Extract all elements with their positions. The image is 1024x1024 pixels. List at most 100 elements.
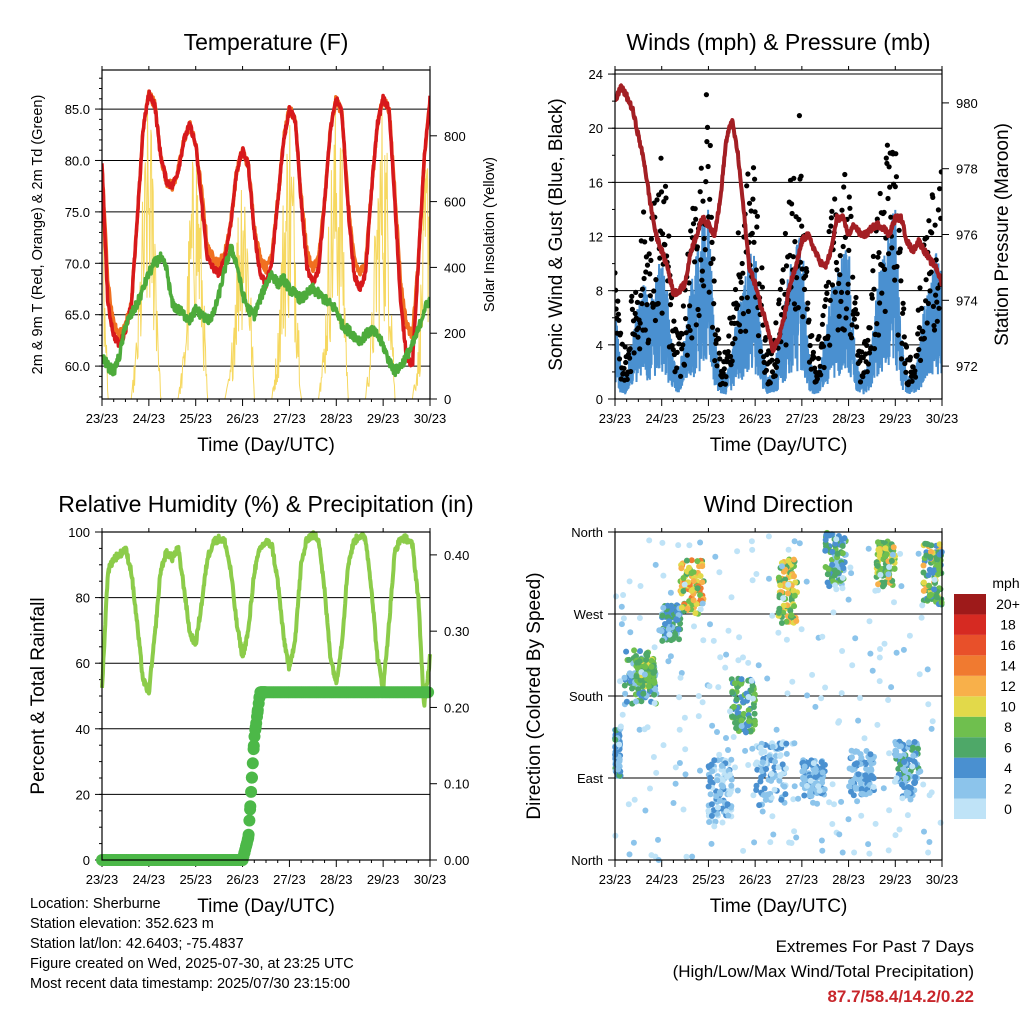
direction-point bbox=[816, 787, 823, 794]
direction-point bbox=[831, 801, 837, 808]
gust-point bbox=[804, 269, 810, 275]
direction-point bbox=[676, 636, 682, 643]
y2-axis-label: Solar Insolation (Yellow) bbox=[482, 157, 498, 312]
direction-point bbox=[647, 785, 653, 792]
gust-point bbox=[635, 334, 641, 340]
chart-title: Relative Humidity (%) & Precipitation (i… bbox=[58, 491, 473, 517]
direction-point bbox=[909, 763, 916, 770]
direction-point bbox=[815, 783, 822, 790]
gust-point bbox=[627, 346, 633, 352]
direction-point bbox=[783, 636, 790, 643]
direction-point bbox=[858, 790, 865, 797]
y-tick-label: 80 bbox=[76, 591, 90, 606]
gust-point bbox=[828, 223, 834, 229]
gust-point bbox=[646, 251, 652, 257]
gust-point bbox=[759, 265, 765, 271]
direction-point bbox=[858, 754, 865, 761]
gust-point bbox=[811, 354, 817, 361]
recent-data-timestamp: Most recent data timestamp: 2025/07/30 2… bbox=[30, 976, 351, 992]
direction-point bbox=[784, 690, 791, 697]
direction-point bbox=[686, 598, 693, 605]
direction-point bbox=[716, 751, 723, 758]
direction-point bbox=[810, 799, 816, 806]
direction-point bbox=[745, 694, 752, 700]
direction-point bbox=[629, 685, 635, 692]
direction-point bbox=[911, 739, 918, 745]
gust-point bbox=[708, 260, 714, 266]
gust-point bbox=[800, 314, 806, 320]
direction-point bbox=[804, 782, 810, 789]
direction-point bbox=[886, 750, 893, 757]
direction-point bbox=[883, 551, 890, 558]
gust-point bbox=[748, 208, 754, 214]
direction-point bbox=[742, 747, 749, 754]
gust-point bbox=[634, 299, 641, 305]
direction-point bbox=[885, 697, 892, 703]
gust-point bbox=[782, 230, 789, 237]
x-tick-label: 28/23 bbox=[832, 872, 865, 887]
gust-point bbox=[791, 175, 797, 181]
direction-point bbox=[928, 725, 935, 732]
direction-point bbox=[812, 703, 819, 710]
gust-points bbox=[615, 92, 942, 388]
direction-point bbox=[719, 819, 726, 826]
gust-point bbox=[836, 280, 842, 287]
direction-point bbox=[715, 684, 722, 691]
gust-point bbox=[658, 155, 664, 161]
direction-point bbox=[767, 839, 774, 846]
gust-point bbox=[871, 346, 878, 352]
gust-point bbox=[773, 320, 779, 326]
direction-point bbox=[850, 792, 857, 799]
gust-point bbox=[726, 333, 732, 339]
gust-point bbox=[799, 223, 805, 229]
direction-point bbox=[763, 766, 770, 772]
x-tick-label: 26/23 bbox=[739, 872, 772, 887]
gust-point bbox=[616, 317, 622, 323]
direction-point bbox=[695, 693, 702, 699]
x-tick-label: 25/23 bbox=[179, 411, 212, 426]
gust-point bbox=[776, 297, 782, 303]
direction-point bbox=[829, 781, 836, 788]
direction-point bbox=[630, 839, 637, 846]
direction-point bbox=[692, 610, 699, 617]
gust-point bbox=[827, 297, 833, 303]
gust-point bbox=[871, 286, 877, 292]
gust-point bbox=[751, 239, 757, 245]
direction-point bbox=[891, 599, 897, 606]
gust-point bbox=[898, 356, 905, 362]
direction-point bbox=[751, 839, 758, 846]
direction-point bbox=[697, 539, 704, 546]
direction-point bbox=[775, 609, 782, 616]
direction-point bbox=[897, 550, 904, 557]
gust-point bbox=[823, 297, 829, 303]
gust-point bbox=[702, 247, 708, 253]
direction-point bbox=[706, 683, 713, 690]
direction-point bbox=[917, 768, 924, 775]
precip-point bbox=[259, 686, 272, 699]
direction-point bbox=[812, 768, 819, 775]
gust-point bbox=[653, 277, 659, 283]
y-tick-label: 20 bbox=[76, 787, 90, 802]
gust-point bbox=[643, 269, 649, 275]
direction-point bbox=[653, 769, 660, 776]
gust-point bbox=[938, 169, 942, 175]
x-tick-label: 27/23 bbox=[273, 411, 306, 426]
direction-point bbox=[803, 578, 810, 585]
direction-point bbox=[885, 571, 892, 578]
direction-point bbox=[648, 663, 655, 670]
gust-point bbox=[938, 215, 942, 221]
direction-point bbox=[631, 647, 638, 654]
direction-point bbox=[638, 698, 645, 705]
direction-point bbox=[618, 621, 625, 628]
gust-point bbox=[655, 300, 661, 307]
precip-points bbox=[96, 686, 435, 866]
direction-point bbox=[682, 771, 689, 778]
gust-point bbox=[628, 298, 634, 304]
gust-point bbox=[866, 350, 873, 356]
direction-point bbox=[708, 761, 715, 768]
gust-point bbox=[825, 333, 831, 339]
direction-point bbox=[640, 690, 647, 697]
direction-point bbox=[660, 742, 667, 749]
gust-point bbox=[875, 332, 882, 338]
direction-point bbox=[775, 574, 782, 581]
